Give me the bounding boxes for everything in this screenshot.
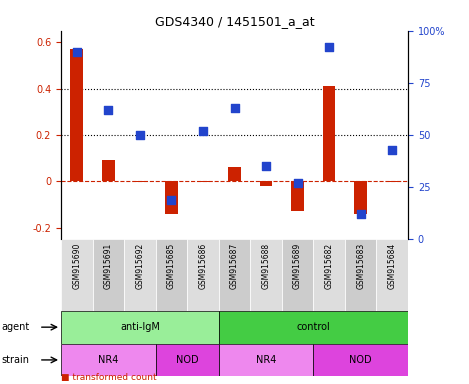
Text: GSM915685: GSM915685	[167, 243, 176, 289]
Text: NOD: NOD	[349, 355, 372, 365]
Bar	[197, 181, 209, 182]
Text: strain: strain	[1, 355, 30, 365]
Bar	[187, 239, 219, 311]
Bar	[219, 311, 408, 344]
Bar	[345, 239, 377, 311]
Point	[136, 132, 144, 138]
Point	[231, 105, 238, 111]
Bar	[291, 181, 304, 212]
Point	[199, 128, 207, 134]
Bar	[313, 344, 408, 376]
Bar	[260, 181, 272, 186]
Bar	[102, 161, 114, 181]
Point	[262, 163, 270, 169]
Bar	[156, 239, 187, 311]
Bar	[386, 181, 399, 182]
Bar	[313, 239, 345, 311]
Text: NOD: NOD	[176, 355, 198, 365]
Point	[294, 180, 302, 186]
Text: agent: agent	[1, 322, 30, 332]
Bar	[134, 181, 146, 182]
Title: GDS4340 / 1451501_a_at: GDS4340 / 1451501_a_at	[155, 15, 314, 28]
Text: GSM915692: GSM915692	[136, 243, 144, 289]
Bar	[355, 181, 367, 214]
Point	[325, 44, 333, 50]
Text: GSM915686: GSM915686	[198, 243, 207, 289]
Bar	[323, 86, 335, 181]
Bar	[219, 344, 313, 376]
Text: GSM915688: GSM915688	[262, 243, 271, 289]
Point	[73, 48, 81, 55]
Text: NR4: NR4	[98, 355, 119, 365]
Bar	[165, 181, 178, 214]
Point	[105, 107, 112, 113]
Bar	[70, 49, 83, 181]
Text: GSM915691: GSM915691	[104, 243, 113, 289]
Text: NR4: NR4	[256, 355, 276, 365]
Bar	[282, 239, 313, 311]
Bar	[250, 239, 282, 311]
Bar	[156, 344, 219, 376]
Bar	[219, 239, 250, 311]
Bar	[124, 239, 156, 311]
Text: GSM915687: GSM915687	[230, 243, 239, 289]
Bar	[377, 239, 408, 311]
Bar	[61, 311, 219, 344]
Bar	[61, 344, 156, 376]
Text: GSM915682: GSM915682	[325, 243, 333, 289]
Bar	[61, 239, 92, 311]
Text: GSM915683: GSM915683	[356, 243, 365, 289]
Text: GSM915690: GSM915690	[72, 243, 81, 289]
Text: GSM915689: GSM915689	[293, 243, 302, 289]
Point	[388, 147, 396, 153]
Text: ■ transformed count: ■ transformed count	[61, 373, 157, 382]
Text: control: control	[296, 322, 330, 332]
Bar	[92, 239, 124, 311]
Text: GSM915684: GSM915684	[388, 243, 397, 289]
Bar	[228, 167, 241, 181]
Text: anti-IgM: anti-IgM	[120, 322, 160, 332]
Point	[167, 197, 175, 203]
Point	[357, 211, 364, 217]
